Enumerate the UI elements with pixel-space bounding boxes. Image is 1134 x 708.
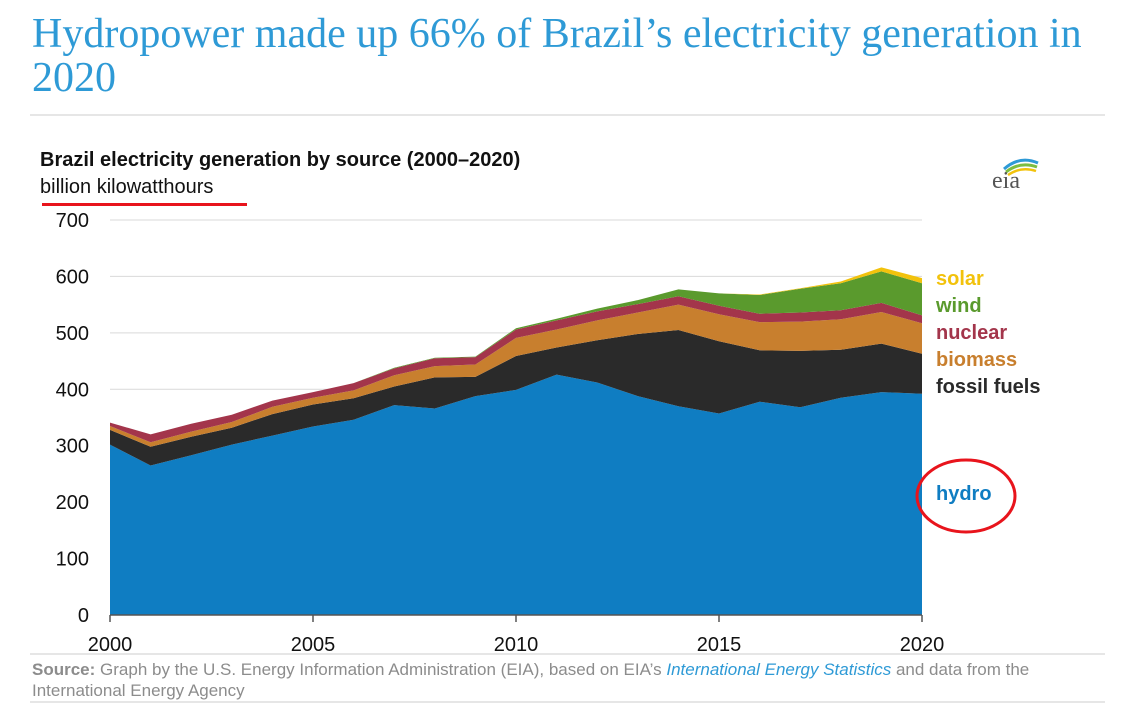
chart: 0 100 200 300 400 500 600 700 2000 2005 2010 2015 20… [56,210,1041,652]
hydro-highlight-circle [915,458,1017,534]
source-label: Source: [32,660,96,679]
source-note: Source: Graph by the U.S. Energy Informa… [32,659,1112,701]
eia-logo: eia [992,158,1039,192]
chart-unit-label: billion kilowatthours [40,176,214,198]
y-tick-label-700: 700 [56,210,89,232]
series-label-hydro: hydro [936,483,992,505]
top-divider [30,114,1105,116]
y-tick-label-600: 600 [56,266,89,288]
area-nuclear [110,296,922,443]
svg-text:eia: eia [992,168,1020,192]
x-tick-label-2010: 2010 [494,634,539,652]
series-label-nuclear: nuclear [936,322,1007,344]
series-label-biomass: biomass [936,349,1017,371]
unit-underline-annotation [42,203,247,206]
y-tick-label-100: 100 [56,549,89,571]
area-wind [110,271,922,435]
footer-divider [30,701,1105,703]
x-tick-label-2020: 2020 [900,634,945,652]
x-tick-label-2015: 2015 [697,634,742,652]
y-tick-label-500: 500 [56,323,89,345]
series-label-solar: solar [936,268,984,290]
area-biomass [110,304,922,447]
series-label-fossil-fuels: fossil fuels [936,376,1040,398]
x-tick-label-2000: 2000 [88,634,133,652]
bottom-divider [30,653,1105,655]
source-text-before: Graph by the U.S. Energy Information Adm… [95,660,667,679]
source-text-after: and data from the International Energy A… [32,660,1030,700]
series-label-wind: wind [935,295,982,317]
y-tick-label-0: 0 [78,605,89,627]
chart-title: Brazil electricity generation by source … [40,149,521,171]
y-tick-label-400: 400 [56,379,89,401]
headline: Hydropower made up 66% of Brazil’s elect… [32,11,1082,101]
y-tick-label-300: 300 [56,436,89,458]
area-hydro [110,374,922,615]
x-tick-label-2005: 2005 [291,634,336,652]
y-tick-label-200: 200 [56,492,89,514]
area-fossil-fuels [110,330,922,466]
source-link[interactable]: International Energy Statistics [666,660,892,679]
